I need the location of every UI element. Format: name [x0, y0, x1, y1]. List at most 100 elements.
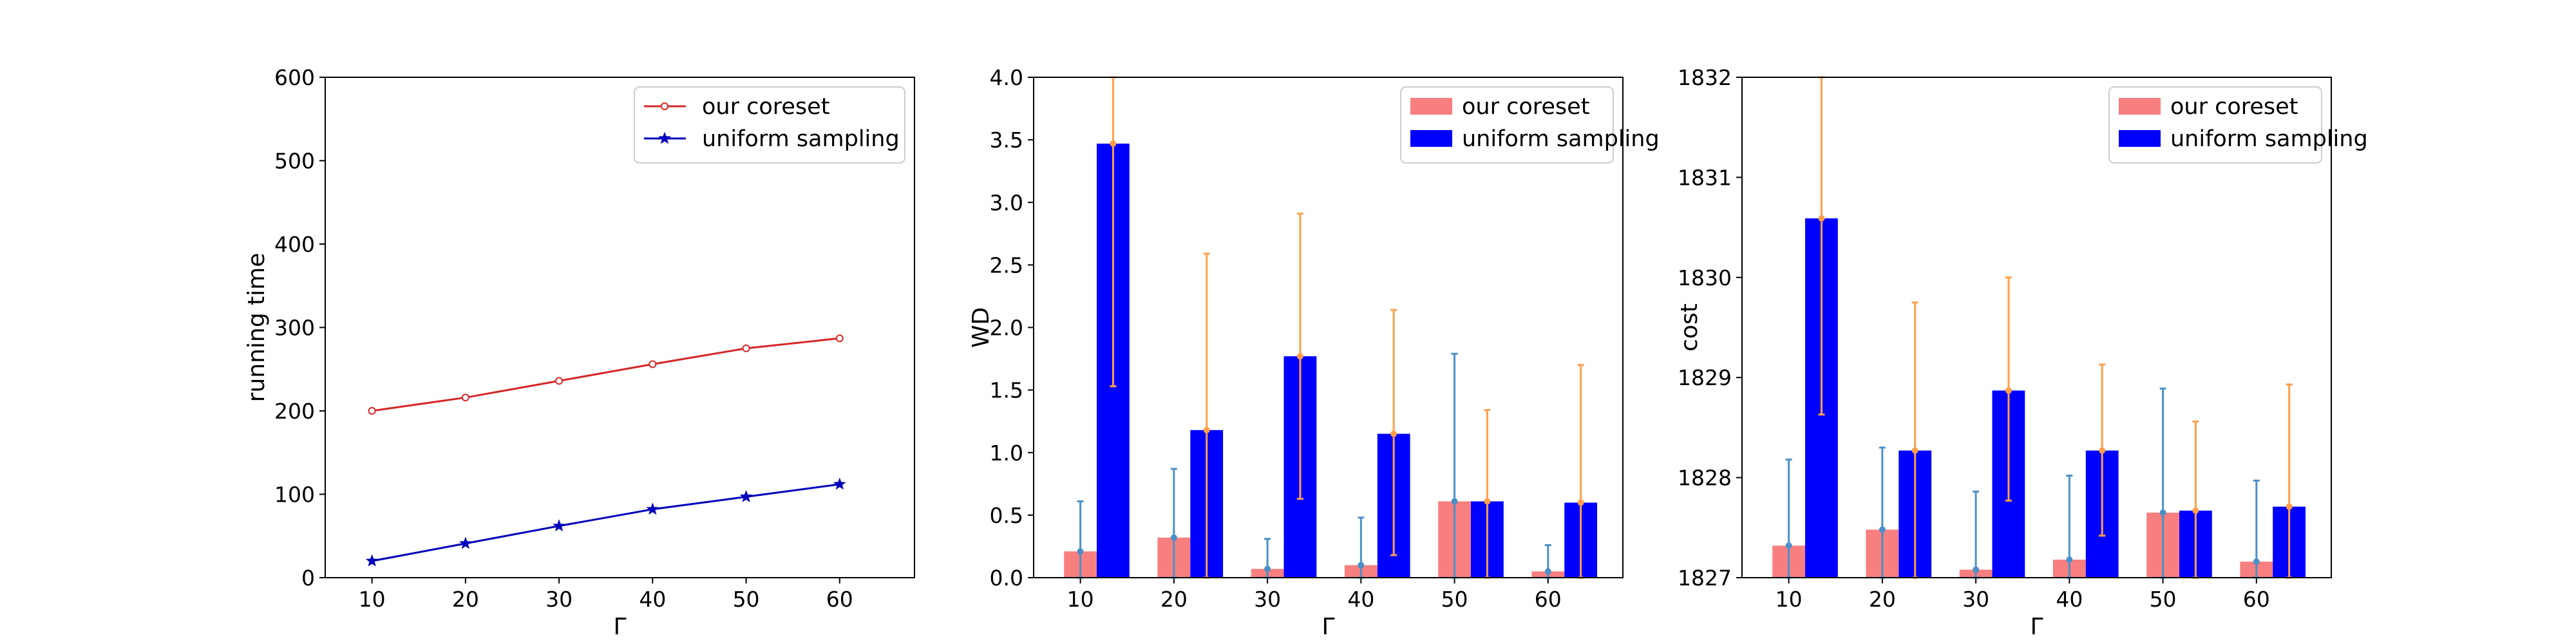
cost-plot: 1827 1828 1829 1830 1831 1832 10 20 30 40 50 60 Γcos…	[1676, 65, 2368, 640]
x-tick-label: 10	[359, 587, 386, 612]
mean-point	[2005, 387, 2012, 394]
series-line-0	[372, 337, 840, 412]
data-point	[646, 502, 659, 515]
plot-frame	[1033, 77, 1624, 578]
x-tick-label: 50	[733, 587, 760, 612]
x-tick-label: 60	[826, 587, 853, 612]
x-tick-label: 20	[1160, 587, 1188, 612]
y-tick-label: 3.0	[990, 190, 1023, 215]
data-point	[461, 393, 469, 402]
x-tick-label: 10	[1776, 587, 1803, 612]
legend-label: uniform sampling	[702, 126, 900, 152]
data-point	[459, 536, 472, 549]
mean-point	[1544, 568, 1551, 575]
data-point	[742, 344, 750, 352]
data-point	[835, 334, 844, 343]
x-tick-label: 60	[1535, 587, 1562, 612]
mean-point	[1264, 565, 1271, 573]
series-line-1	[372, 483, 840, 562]
data-point	[555, 377, 564, 385]
mean-point	[1577, 499, 1584, 506]
y-tick-label: 0	[301, 565, 315, 591]
data-point	[553, 519, 566, 532]
y-axis-label: cost	[1676, 303, 1703, 352]
mean-point	[1973, 566, 1980, 573]
mean-point	[1110, 140, 1117, 147]
mean-point	[1818, 215, 1825, 222]
legend-label: our coreset	[702, 94, 829, 120]
legend-swatch	[2119, 130, 2161, 147]
mean-point	[2286, 503, 2293, 510]
legend-marker	[661, 102, 668, 110]
x-tick-label: 40	[2056, 587, 2083, 612]
y-tick-label: 300	[274, 316, 315, 341]
y-tick-label: 2.0	[990, 316, 1023, 341]
legend-box	[634, 86, 905, 164]
mean-point	[1484, 498, 1491, 505]
mean-point	[2192, 507, 2199, 514]
legend: our coreset uniform sampling	[2108, 86, 2368, 164]
y-tick-label: 1828	[1678, 466, 1732, 491]
legend-box	[1400, 86, 1614, 164]
legend-swatch	[2119, 98, 2161, 115]
legend-label: uniform sampling	[1462, 126, 1660, 152]
mean-point	[1879, 526, 1886, 533]
legend-label: our coreset	[1462, 94, 1589, 120]
y-tick-label: 500	[274, 149, 315, 174]
legend-swatch	[1410, 98, 1452, 115]
mean-point	[2066, 556, 2073, 564]
legend: our coreset uniform sampling	[634, 86, 905, 164]
x-tick-label: 60	[2243, 587, 2270, 612]
y-tick-label: 1831	[1678, 165, 1732, 190]
mean-point	[1451, 498, 1458, 505]
x-tick-label: 20	[1869, 587, 1896, 612]
y-tick-label: 600	[274, 65, 315, 90]
y-tick-label: 0.0	[990, 565, 1023, 591]
x-axis-label: Γ	[613, 614, 626, 640]
mean-point	[1296, 353, 1303, 360]
mean-point	[1911, 447, 1918, 454]
x-tick-label: 40	[639, 587, 666, 612]
x-tick-label: 30	[1254, 587, 1281, 612]
y-tick-label: 1.5	[990, 378, 1023, 403]
x-axis-label: Γ	[2030, 614, 2043, 640]
plot-frame	[325, 77, 915, 578]
mean-point	[1390, 430, 1397, 437]
data-point	[365, 554, 379, 567]
mean-point	[2253, 558, 2260, 565]
legend-box	[2108, 86, 2322, 164]
plot-frame	[1741, 77, 2332, 578]
y-tick-label: 1.0	[990, 440, 1023, 466]
y-tick-label: 100	[274, 482, 315, 507]
x-tick-label: 50	[1441, 587, 1468, 612]
y-tick-label: 1830	[1678, 265, 1732, 290]
running-time-plot: 0 100 200 300 400 500 600 10 20 30 40 50 60 Γrunning …	[243, 65, 915, 640]
data-point	[833, 477, 846, 490]
y-tick-label: 1827	[1678, 565, 1732, 591]
x-tick-label: 10	[1067, 587, 1094, 612]
mean-point	[2099, 447, 2106, 454]
y-tick-label: 200	[274, 399, 315, 424]
y-tick-label: 3.5	[990, 128, 1023, 153]
x-tick-label: 30	[545, 587, 573, 612]
mean-point	[1170, 534, 1177, 541]
y-axis-label: WD	[968, 307, 994, 348]
y-tick-label: 2.5	[990, 252, 1023, 278]
mean-point	[1077, 548, 1084, 555]
y-tick-label: 1829	[1678, 365, 1732, 390]
data-point	[368, 407, 376, 415]
y-tick-label: 1832	[1678, 65, 1732, 90]
legend-swatch	[1410, 130, 1452, 147]
x-axis-label: Γ	[1321, 614, 1334, 640]
y-tick-label: 4.0	[990, 65, 1023, 90]
legend-marker	[658, 131, 671, 144]
legend: our coreset uniform sampling	[1400, 86, 1660, 164]
mean-point	[1203, 426, 1210, 433]
mean-point	[1358, 562, 1365, 569]
wd-plot: 0.0 0.5 1.0 1.5 2.0 2.5 3.0 3.5 4.0 10 20 30 40 50 60 Γ…	[968, 65, 1660, 640]
x-tick-label: 30	[1962, 587, 1989, 612]
y-axis-label: running time	[243, 253, 270, 402]
x-tick-label: 50	[2150, 587, 2177, 612]
data-point	[739, 489, 753, 502]
